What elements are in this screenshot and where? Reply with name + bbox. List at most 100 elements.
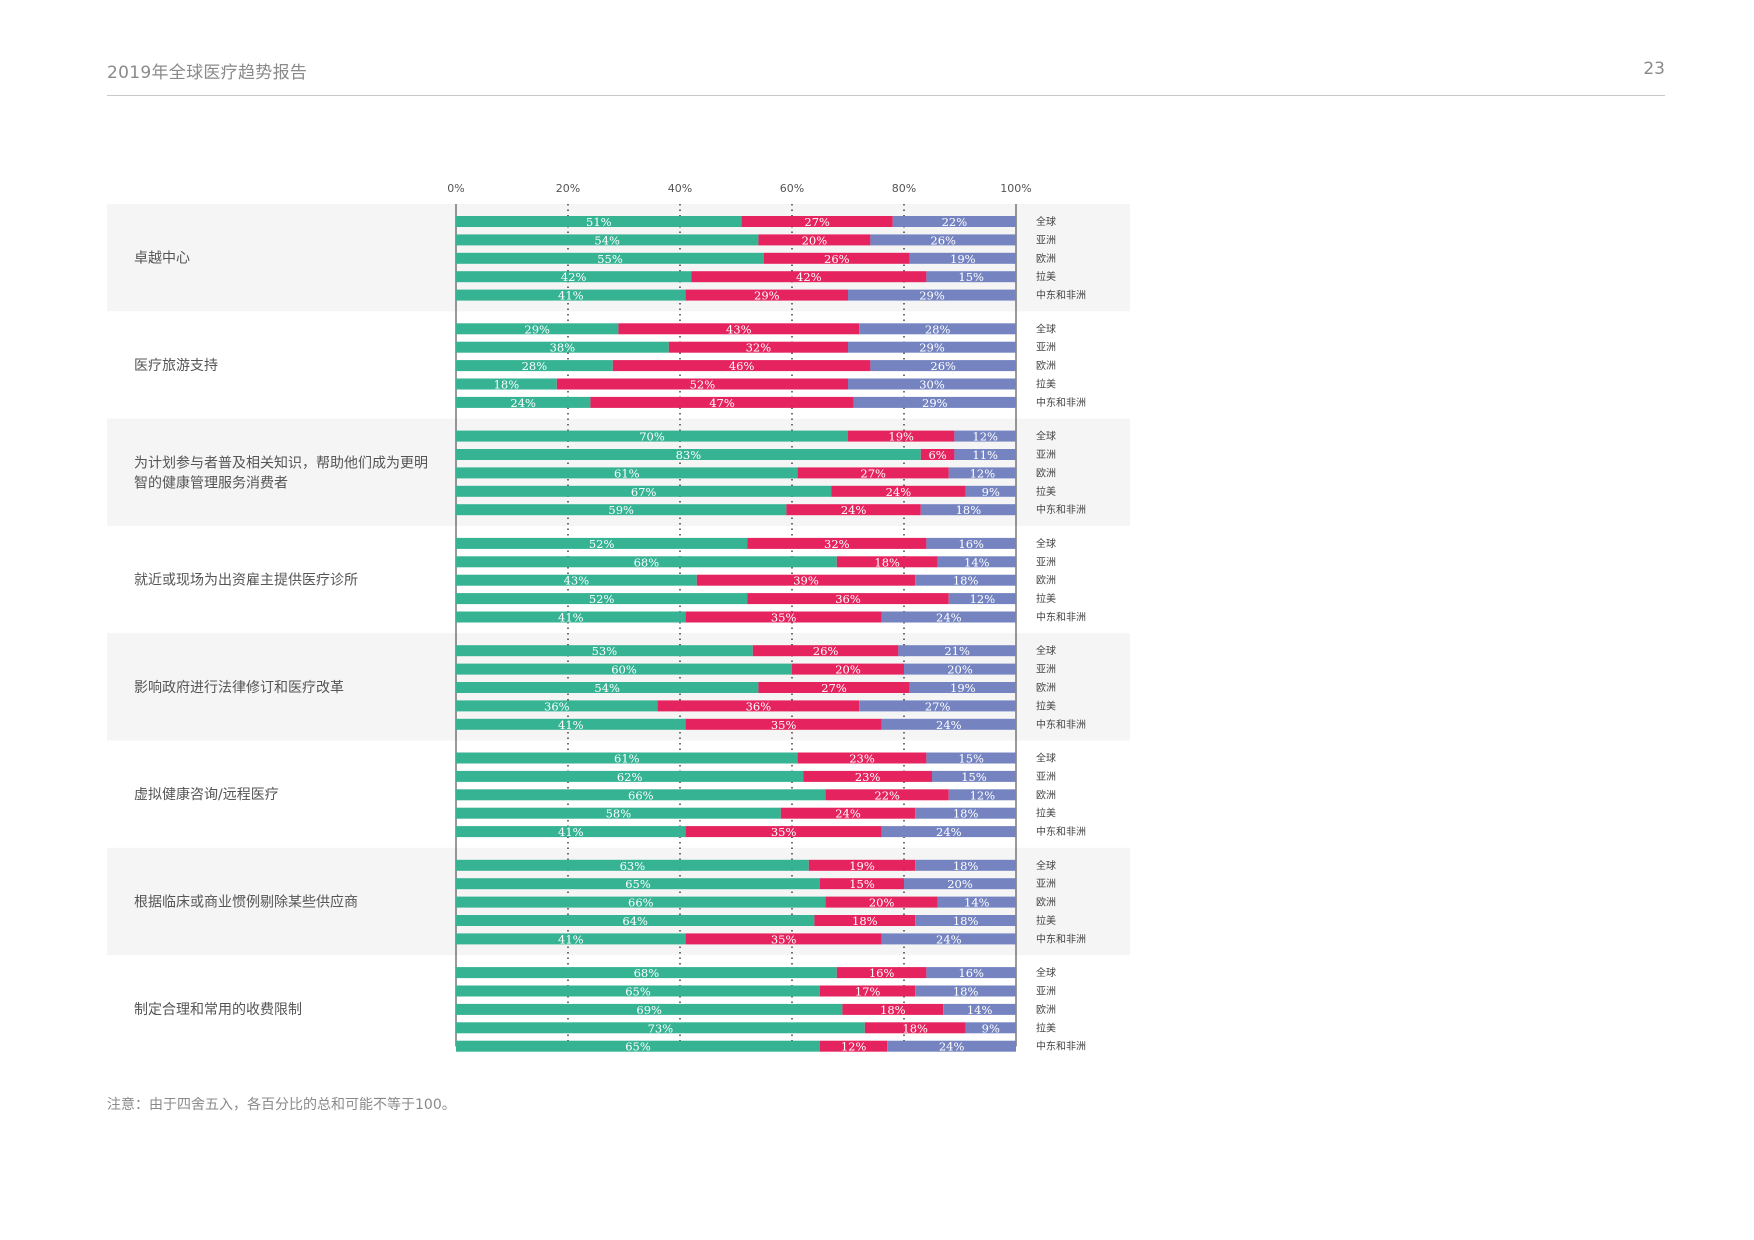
data-label: 24% [510,396,536,410]
region-label: 中东和非洲 [1036,1040,1086,1053]
data-label: 9% [982,1021,1000,1035]
bar-segment [881,611,1016,623]
data-label: 22% [942,215,968,229]
bar-segment [456,1022,865,1034]
group-label: 根据临床或商业惯例剔除某些供应商 [134,893,358,910]
data-label: 19% [888,430,914,444]
group-label: 医疗旅游支持 [134,358,218,374]
bar-segment [456,878,820,890]
group-label: 就近或现场为出资雇主提供医疗诊所 [134,572,358,589]
data-label: 27% [804,215,830,229]
region-label: 中东和非洲 [1036,932,1086,945]
bar-segment [786,504,921,516]
bar-segment [696,574,916,586]
region-label: 拉美 [1036,1021,1056,1034]
bar-segment [618,323,860,335]
data-label: 11% [972,448,998,462]
bar-segment [853,396,1016,408]
bar-segment [848,289,1016,301]
bar-segment [456,430,848,442]
bar-segment [456,807,781,819]
data-label: 68% [634,966,660,980]
data-label: 68% [634,555,660,569]
bar-segment [456,556,837,568]
data-label: 38% [550,341,576,355]
group-label: 影响政府进行法律修订和医疗改革 [134,680,344,696]
bar-segment [456,789,826,801]
bar-segment [848,341,1016,353]
bar-segment [926,271,1016,283]
region-label: 中东和非洲 [1036,611,1086,624]
region-label: 欧洲 [1036,467,1056,479]
bar-segment [456,700,658,712]
data-label: 47% [709,396,735,410]
bar-segment [937,556,1016,568]
data-label: 20% [869,896,895,910]
data-label: 29% [524,322,550,336]
data-label: 29% [754,289,780,303]
bar-segment [965,485,1016,497]
data-label: 23% [855,770,881,784]
bar-segment [456,915,815,926]
bar-segment [943,1003,1016,1015]
data-label: 46% [729,359,755,373]
data-label: 27% [821,681,847,695]
region-label: 拉美 [1036,914,1056,927]
bar-segment [887,1040,1016,1052]
bar-segment [456,859,809,871]
data-label: 18% [956,503,982,517]
data-label: 73% [648,1021,674,1035]
data-label: 14% [964,555,990,569]
bar-segment [685,611,882,623]
data-label: 15% [961,770,987,784]
bar-segment [926,537,1016,549]
data-label: 24% [936,932,962,946]
header-divider [107,95,1665,96]
bar-segment [758,682,910,693]
data-label: 24% [835,807,861,821]
region-label: 欧洲 [1036,897,1056,909]
bar-segment [456,360,613,372]
bar-segment [870,360,1016,372]
data-label: 83% [676,448,702,462]
bar-segment [456,271,692,283]
bar-segment [892,216,1016,227]
bar-segment [926,752,1016,764]
data-label: 24% [841,503,867,517]
data-label: 27% [860,466,886,480]
data-label: 61% [614,752,640,766]
bar-segment [836,556,938,568]
bar-segment [915,574,1016,586]
data-label: 63% [620,859,646,873]
region-label: 亚洲 [1036,664,1056,676]
region-label: 亚洲 [1036,556,1056,568]
bar-segment [954,430,1016,442]
bar-segment [808,859,916,871]
data-label: 70% [639,430,665,444]
data-label: 65% [625,877,651,891]
data-label: 36% [544,699,570,713]
region-label: 亚洲 [1036,771,1056,783]
bar-segment [848,430,955,442]
region-label: 拉美 [1036,485,1056,498]
data-label: 15% [849,877,875,891]
bar-segment [685,826,882,838]
data-label: 58% [606,807,632,821]
bar-segment [797,467,949,479]
region-label: 拉美 [1036,807,1056,820]
bar-segment [898,645,1016,657]
x-tick-label: 60% [780,182,804,195]
region-label: 亚洲 [1036,342,1056,354]
data-label: 36% [835,592,861,606]
bar-segment [456,216,742,227]
data-label: 60% [611,663,637,677]
bar-segment [797,752,927,764]
bar-segment [456,718,686,730]
bar-segment [685,289,848,301]
bar-segment [741,216,893,227]
x-tick-label: 0% [447,182,464,195]
bar-segment [920,504,1016,516]
bar-segment [758,234,871,246]
bar-segment [904,878,1016,890]
group-label: 智的健康管理服务消费者 [134,474,288,491]
